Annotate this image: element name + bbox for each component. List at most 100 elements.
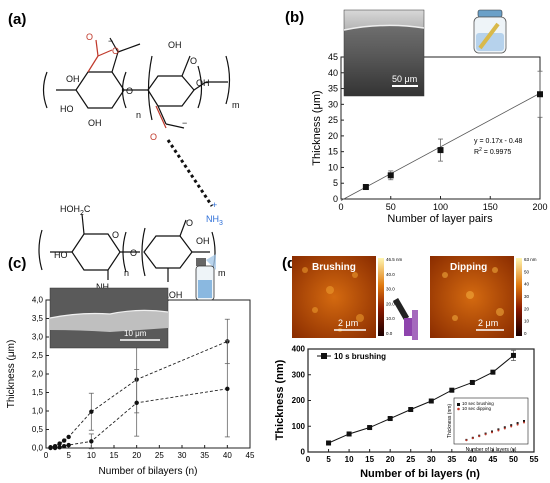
cb-brushing-label: 46.5 nm (386, 257, 403, 262)
plot-d-inset-point-dipping (478, 435, 481, 438)
plot-d-ytick-label: 0 (301, 448, 306, 457)
plot-d-inset-ylabel: Thickness (nm) (447, 404, 453, 439)
plot-d-inset-point-dipping (503, 427, 506, 430)
plot-d-inset-point-brushing (523, 420, 525, 422)
plot-d-inset-point-dipping (484, 433, 487, 436)
plot-c-series-2-point (66, 442, 71, 448)
plot-c-xtick-label: 15 (110, 451, 119, 460)
plot-d-inset-point-dipping (497, 429, 500, 432)
o-lower-right: O (186, 218, 193, 228)
plot-c-ytick-label: 3,0 (32, 333, 44, 342)
afm-brushing-scalebar: 2 μm (338, 318, 358, 328)
plot-c-xtick-label: 5 (66, 451, 71, 460)
plot-d-xlabel: Number of bi layers (n) (360, 468, 480, 480)
plot-c-series-1-line (50, 341, 228, 448)
plot-d-xtick-label: 50 (509, 455, 518, 464)
plot-b-ytick-label: 0 (333, 194, 338, 204)
lower-n-subscript: n (124, 268, 129, 278)
o-ring-upper: O (190, 56, 197, 66)
plot-d-point (326, 440, 332, 446)
plot-d-ytick-label: 400 (292, 345, 306, 354)
afm-brushing: Brushing 2 μm 46.5 nm 40.0 30.0 20.0 10.0 0.0 (292, 256, 403, 338)
carboxylate-neg-upper-2: − (182, 118, 187, 128)
plot-d-ticks: 0 5 10 15 20 25 30 35 40 45 50 55 0 100 200 300 400 (292, 345, 539, 464)
plot-d-point (367, 425, 373, 431)
plot-c-marks (48, 318, 230, 451)
plot-c-series-1-point (57, 441, 62, 446)
plot-d-point (510, 352, 516, 358)
plot-c-xtick-label: 10 (87, 451, 96, 460)
plot-d-point (408, 407, 414, 413)
plot-c-ticks: 0 5 10 15 20 25 30 35 40 45 0,0 0,5 1,0 1,5 2,0 2,5 3,0 3… (32, 296, 255, 460)
plot-c-series-1-point (89, 409, 94, 414)
oh-lower-right: OH (196, 236, 210, 246)
plot-d-inset-point-brushing (516, 422, 519, 425)
sem-inset-c: 10 μm (49, 287, 169, 349)
carboxylate-o-upper-2: O (112, 46, 119, 56)
plot-d-ytick-label: 100 (292, 422, 306, 431)
sem-inset-b: 50 μm (343, 9, 425, 97)
cb-brushing-label: 30.0 (386, 287, 395, 292)
plot-c-xtick-label: 30 (178, 451, 187, 460)
plot-c-ytick-label: 1,0 (32, 407, 44, 416)
plot-c-series-1-point (66, 434, 71, 440)
plot-b-ytick-label: 30 (328, 99, 338, 109)
plot-d-xtick-label: 25 (406, 455, 415, 464)
plot-c-series-1-point (61, 438, 67, 443)
cb-dipping-label: 63 nm (524, 257, 537, 262)
plot-b-r2: R2 = 0.9975 (474, 147, 511, 156)
plot-d-inset-point-brushing (497, 428, 500, 431)
panel-a-label: (a) (8, 11, 26, 28)
jar-icon (473, 9, 507, 54)
plot-d-inset-point-brushing (503, 426, 506, 429)
plot-d-point (449, 387, 455, 393)
plot-b-xtick-label: 50 (386, 202, 396, 212)
ho-upper: HO (60, 104, 74, 114)
sem-inset-b-scalebar: 50 μm (392, 74, 417, 84)
panel-c-label: (c) (8, 255, 26, 272)
plot-d-inset-legend-1: 10 sec brushing (462, 401, 494, 406)
plot-d-xtick-label: 55 (530, 455, 539, 464)
plot-d-inset-xlabel: Number of bi layers (n) (466, 447, 517, 453)
panel-b: (b) 0 50 100 150 200 0 5 10 15 20 25 30 35 40 45 Numbe… (285, 9, 548, 225)
hyaluronan-backbone (38, 37, 231, 308)
plot-b-ytick-label: 25 (328, 115, 338, 125)
ho-lower: HO (54, 250, 68, 260)
plot-d-xtick-label: 40 (468, 455, 477, 464)
carboxylate-o-upper-3: O (150, 132, 157, 142)
afm-dipping-title: Dipping (450, 262, 487, 273)
hoh2c-label: HOH2C (60, 204, 91, 217)
cb-dipping-label: 20 (524, 306, 530, 311)
oh-upper-2: OH (88, 118, 102, 128)
plot-b-xlabel: Number of layer pairs (387, 213, 493, 225)
o-link-upper: O (126, 86, 133, 96)
cb-brushing-label: 40.0 (386, 272, 395, 277)
carboxylate-neg-upper: − (108, 36, 113, 46)
plot-d-inset-point-dipping (523, 421, 525, 424)
plot-d-ylabel: Thickness (nm) (274, 359, 286, 440)
plot-c-ytick-label: 2,5 (32, 351, 44, 360)
plot-d-marks (326, 349, 516, 446)
plot-b-point (362, 184, 369, 191)
carboxylate-o-upper: O (86, 32, 93, 42)
plot-c-xtick-label: 45 (246, 451, 255, 460)
plot-d-inset-point-dipping (465, 439, 468, 442)
oh-upper-4: OH (196, 78, 210, 88)
plot-b-ytick-label: 20 (328, 131, 338, 141)
plot-c-ytick-label: 0,0 (32, 444, 44, 453)
panel-c: (c) 0 5 10 15 20 25 30 35 40 45 0,0 0,5 1,0 1,5 2,0 2,5… (6, 254, 255, 477)
plot-b-xtick-label: 150 (483, 202, 498, 212)
plot-b-xtick-label: 100 (433, 202, 448, 212)
oh-upper-1: OH (66, 74, 80, 84)
brush-icon (392, 297, 418, 340)
plot-b-xtick-label: 200 (532, 202, 547, 212)
plot-b-ytick-label: 10 (328, 162, 338, 172)
plot-c-ytick-label: 2,0 (32, 370, 44, 379)
plot-d-point (428, 398, 434, 404)
plot-b-xtick-label: 0 (338, 202, 343, 212)
plot-d-xtick-label: 20 (386, 455, 395, 464)
plot-c-series-2-point (57, 445, 62, 450)
plot-d-point (490, 369, 496, 375)
plot-c-xtick-label: 40 (223, 451, 232, 460)
